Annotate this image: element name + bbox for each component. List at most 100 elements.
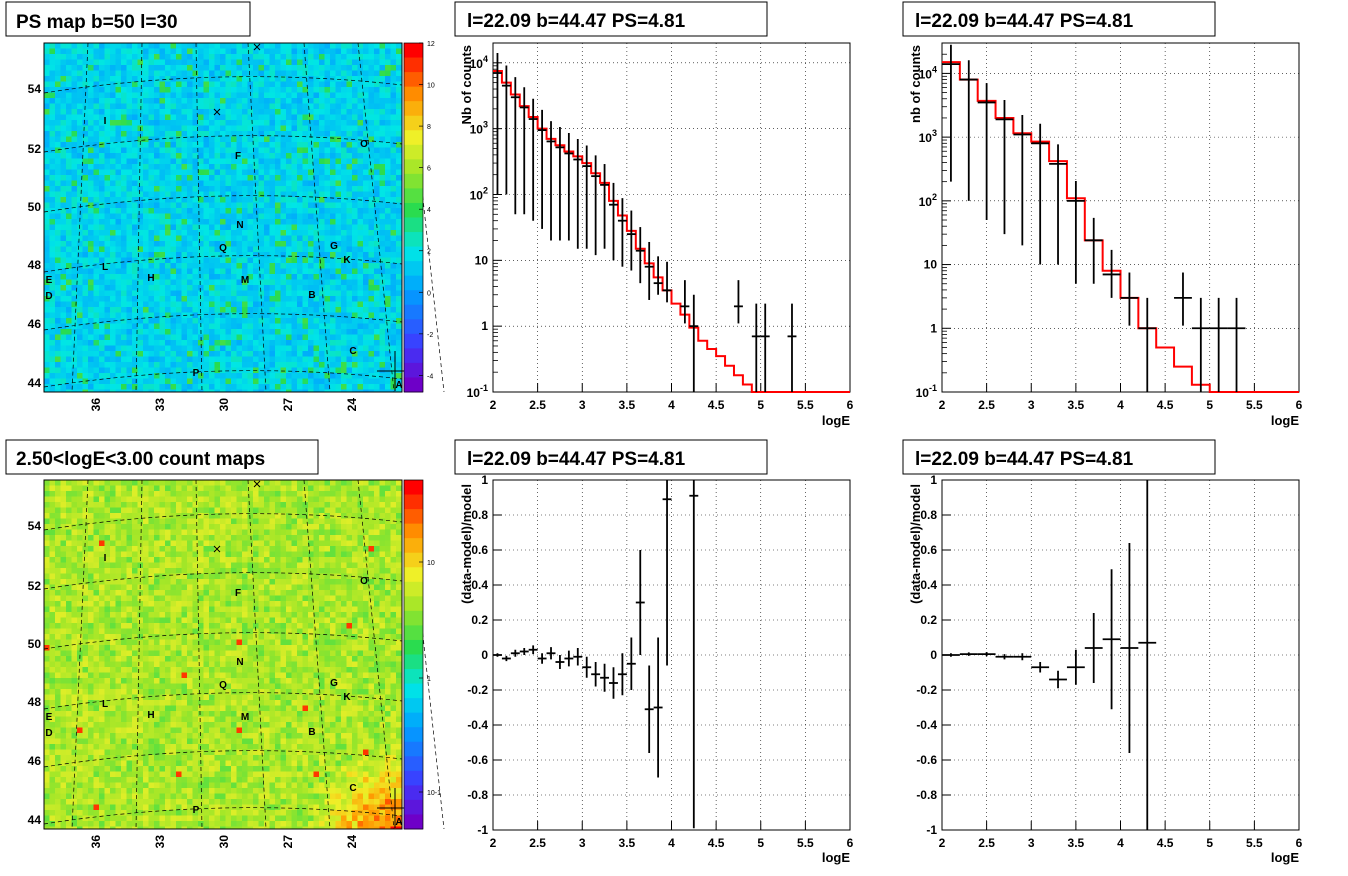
colorbar-tick-label: 10	[427, 83, 435, 90]
model-histogram-line	[493, 70, 850, 393]
colorbar-segment	[404, 756, 423, 772]
data-point	[1084, 217, 1103, 284]
map-latitude-line	[43, 370, 403, 388]
colorbar-segment	[404, 232, 423, 248]
y-tick-label: -0.2	[467, 683, 488, 697]
colorbar-segment	[404, 261, 423, 277]
map1-axis-ticks: 36 33 30 27 24 54 52 50 48 46 44	[28, 82, 359, 411]
data-point	[959, 60, 978, 201]
x-tick-label: 3	[579, 836, 586, 850]
y-tick-label: 104	[919, 64, 937, 81]
map-longitude-line	[357, 479, 395, 830]
source-label-i: I	[104, 553, 107, 564]
data-point	[942, 44, 960, 182]
y-tick-label: 10	[924, 258, 938, 272]
data-point	[680, 280, 690, 324]
x-tick-label: 5.5	[1246, 398, 1263, 412]
map-lat-tick: 44	[28, 376, 42, 390]
data-point	[546, 121, 556, 241]
y-tick-label: 0.6	[920, 543, 937, 557]
data-point	[1066, 649, 1085, 685]
source-label-q: Q	[219, 243, 227, 254]
data-point	[1049, 144, 1067, 265]
colorbar-tick-label: -4	[427, 373, 433, 380]
data-point	[510, 649, 520, 657]
data-point	[617, 198, 627, 267]
colorbar-segment	[404, 86, 423, 102]
map2-heatmap	[44, 480, 402, 829]
colorbar-tick-label: 10-1	[427, 790, 441, 797]
chart1-ylabel: nb of counts	[908, 45, 923, 123]
colorbar-segment	[404, 144, 423, 160]
chart2-title-box	[454, 439, 768, 475]
colorbar-frame	[403, 42, 424, 393]
residual-chart-right: l=22.09 b=44.47 PS=4.81 logE (data-model…	[902, 439, 1303, 865]
data-point	[635, 550, 645, 655]
data-point	[1174, 272, 1192, 326]
data-point	[1102, 569, 1121, 710]
map-lat-tick: 50	[28, 200, 42, 214]
data-point	[528, 98, 538, 221]
y-tick-label: 0.2	[920, 613, 937, 627]
data-point	[564, 132, 574, 241]
x-tick-label: 3	[1028, 836, 1035, 850]
colorbar-segment	[404, 581, 423, 597]
chart2-ylabel: (data-model)/model	[459, 484, 474, 604]
colorbar-segment	[404, 625, 423, 641]
colorbar-segment	[404, 377, 423, 393]
data-point	[1066, 180, 1085, 284]
map-longitude-line	[135, 479, 143, 830]
y-tick-label: -0.2	[916, 683, 937, 697]
y-tick-label: 103	[919, 128, 937, 145]
data-point	[1102, 249, 1121, 298]
map-lon-tick: 30	[217, 398, 231, 412]
data-point	[528, 645, 538, 655]
map-latitude-line	[43, 513, 403, 531]
x-tick-label: 3.5	[1068, 398, 1085, 412]
data-point	[635, 227, 645, 284]
data-point	[591, 662, 601, 687]
map2-colorbar: 10 1 10-1	[403, 479, 441, 830]
colorbar-segment	[404, 480, 423, 496]
source-label-k: K	[343, 692, 351, 703]
colorbar-segment	[404, 333, 423, 349]
data-point	[1120, 543, 1139, 753]
data-point	[1227, 297, 1246, 392]
data-point	[519, 648, 529, 655]
y-tick-label: -1	[926, 823, 937, 837]
map-latitude-line	[43, 632, 403, 650]
data-point	[995, 654, 1014, 660]
map-lat-tick: 52	[28, 579, 42, 593]
x-tick-label: 2.5	[978, 836, 995, 850]
x-tick-label: 2	[939, 836, 946, 850]
y-tick-label: 1	[481, 473, 488, 487]
colorbar-segment	[404, 654, 423, 670]
map-longitude-line	[303, 479, 331, 830]
source-label-p: P	[193, 368, 200, 379]
map2-axis-ticks: 36 33 30 27 24 54 52 50 48 46 44	[28, 519, 359, 848]
data-point	[600, 663, 610, 692]
y-tick-label: 1	[481, 319, 488, 333]
data-point	[1209, 297, 1228, 392]
source-label-m: M	[241, 712, 249, 723]
colorbar-tick-label: 10	[427, 560, 435, 567]
source-label-q: Q	[219, 680, 227, 691]
colorbar-segment	[404, 72, 423, 88]
data-point	[977, 652, 996, 657]
colorbar-tick-label: 1	[427, 676, 431, 683]
map-longitude-line	[247, 42, 267, 393]
map-lat-tick: 46	[28, 754, 42, 768]
source-label-c: C	[349, 346, 356, 357]
source-label-h: H	[147, 273, 154, 284]
x-tick-label: 5	[757, 398, 764, 412]
cross-marker-icon	[213, 108, 221, 116]
map-lat-tick: 54	[28, 82, 42, 96]
map-latitude-line	[43, 692, 403, 710]
map-longitude-line	[303, 42, 331, 393]
colorbar-segment	[404, 712, 423, 728]
x-tick-label: 3.5	[1068, 836, 1085, 850]
colorbar-segment	[404, 348, 423, 364]
y-tick-label: 0	[481, 648, 488, 662]
spectrum-chart-right: l=22.09 b=44.47 PS=4.81 logE nb of count…	[902, 1, 1303, 428]
x-tick-label: 2.5	[529, 398, 546, 412]
